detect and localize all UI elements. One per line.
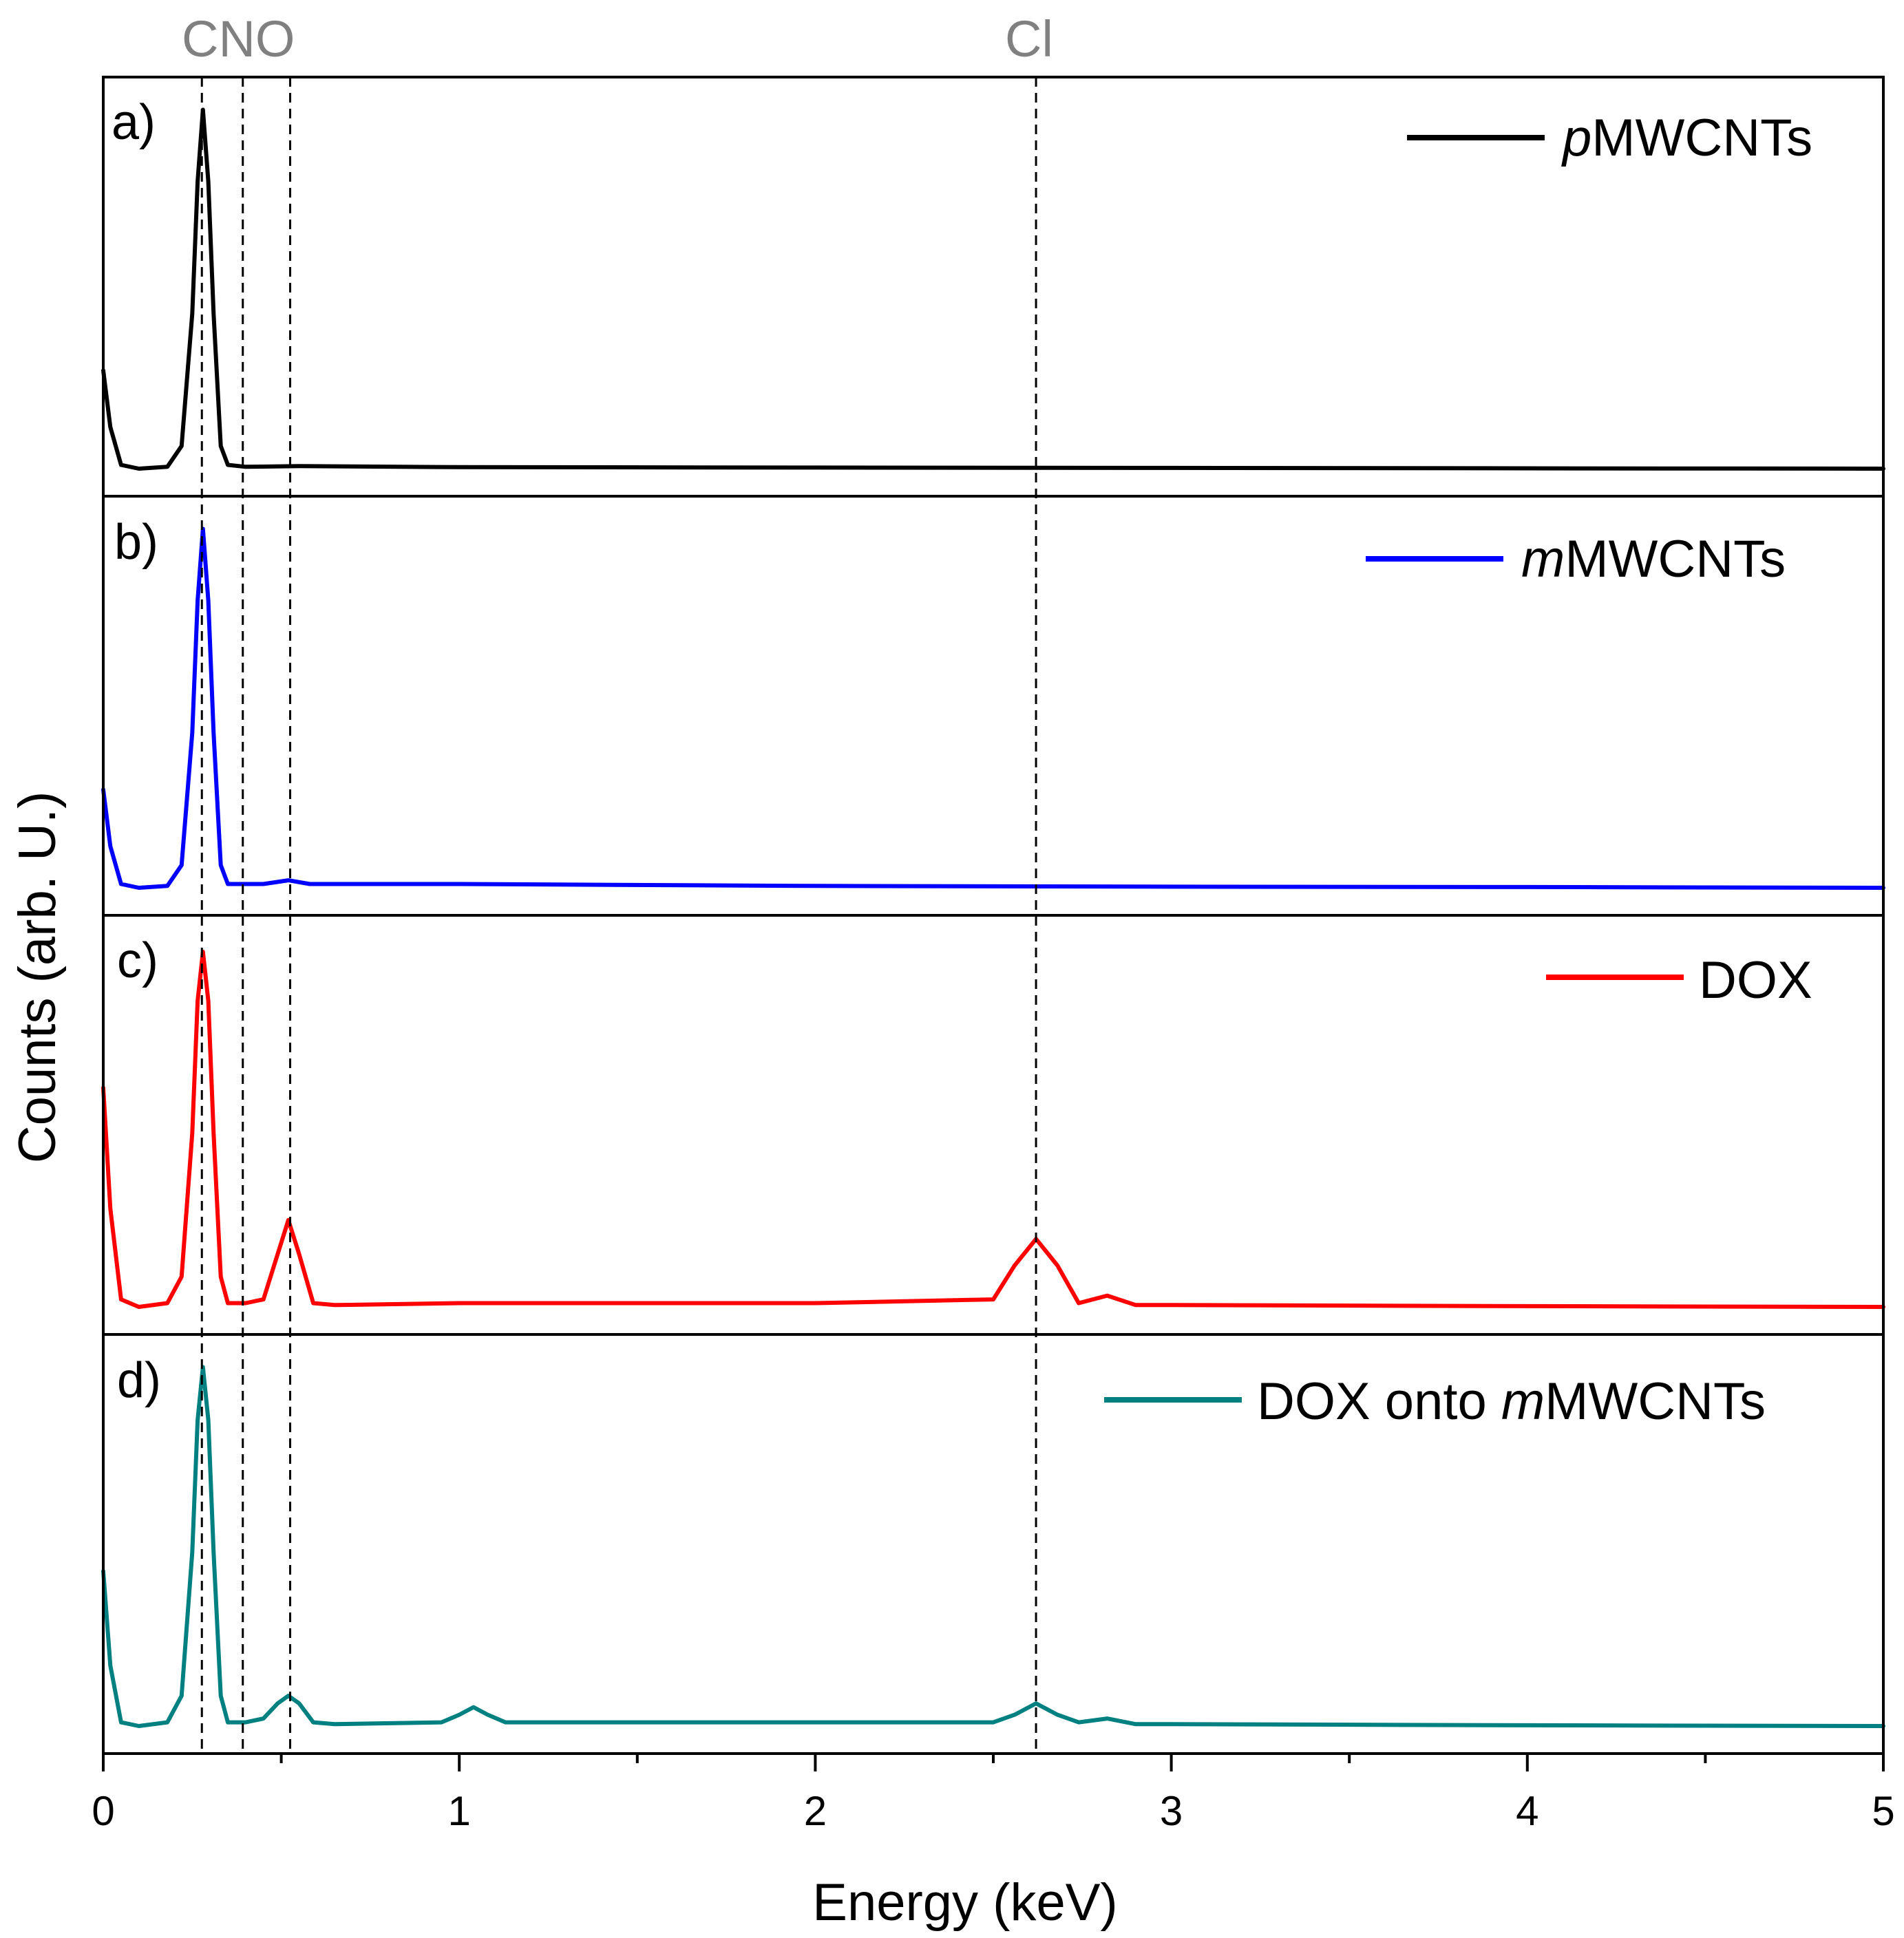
legend-label-b: mMWCNTs	[1521, 530, 1786, 588]
x-tick-label: 3	[1160, 1788, 1183, 1834]
legend-label-c: DOX	[1699, 951, 1812, 1010]
legend-prefix-d: DOX onto	[1257, 1372, 1501, 1431]
legend-a: pMWCNTs	[1407, 109, 1812, 167]
legend-c: DOX	[1546, 951, 1812, 1010]
panel-label-b: b)	[114, 515, 158, 570]
legend-label-a: pMWCNTs	[1561, 109, 1812, 167]
spectrum-line-b	[101, 526, 1885, 890]
x-tick-label: 2	[804, 1788, 827, 1834]
spectrum-line-a	[101, 107, 1885, 471]
y-axis-title: Counts (arb. U.)	[8, 791, 67, 1164]
panel-label-d: d)	[117, 1353, 161, 1408]
panel-label-a: a)	[112, 95, 156, 150]
legend-d: DOX onto mMWCNTs	[1104, 1372, 1766, 1431]
legend-italic-b: m	[1521, 530, 1565, 588]
element-label-cl: Cl	[1005, 10, 1053, 67]
x-tick-label: 5	[1872, 1788, 1894, 1834]
legend-b: mMWCNTs	[1366, 530, 1786, 588]
legend-rest-c: DOX	[1699, 951, 1812, 1010]
legend-label-d: DOX onto mMWCNTs	[1257, 1372, 1766, 1431]
x-tick-label: 4	[1516, 1788, 1538, 1834]
panel-frames	[102, 76, 1885, 1755]
legend-italic-d: m	[1501, 1372, 1545, 1431]
panel-label-c: c)	[117, 933, 158, 988]
spectrum-line-d	[101, 1365, 1885, 1728]
legend-rest-a: MWCNTs	[1591, 109, 1812, 167]
legend-rest-d: MWCNTs	[1545, 1372, 1766, 1431]
legend-italic-a: p	[1561, 109, 1591, 167]
spectrum-line-c	[101, 950, 1885, 1309]
x-axis: 0 1 2 3 4 5	[92, 1754, 1895, 1834]
element-label-cno: CNO	[182, 10, 295, 67]
spectra-panels	[101, 107, 1885, 1728]
x-axis-title: Energy (keV)	[812, 1873, 1118, 1932]
x-tick-label: 0	[92, 1788, 114, 1834]
x-tick-label: 1	[448, 1788, 471, 1834]
legend-rest-b: MWCNTs	[1565, 530, 1786, 588]
element-marker-lines	[200, 77, 1037, 1754]
